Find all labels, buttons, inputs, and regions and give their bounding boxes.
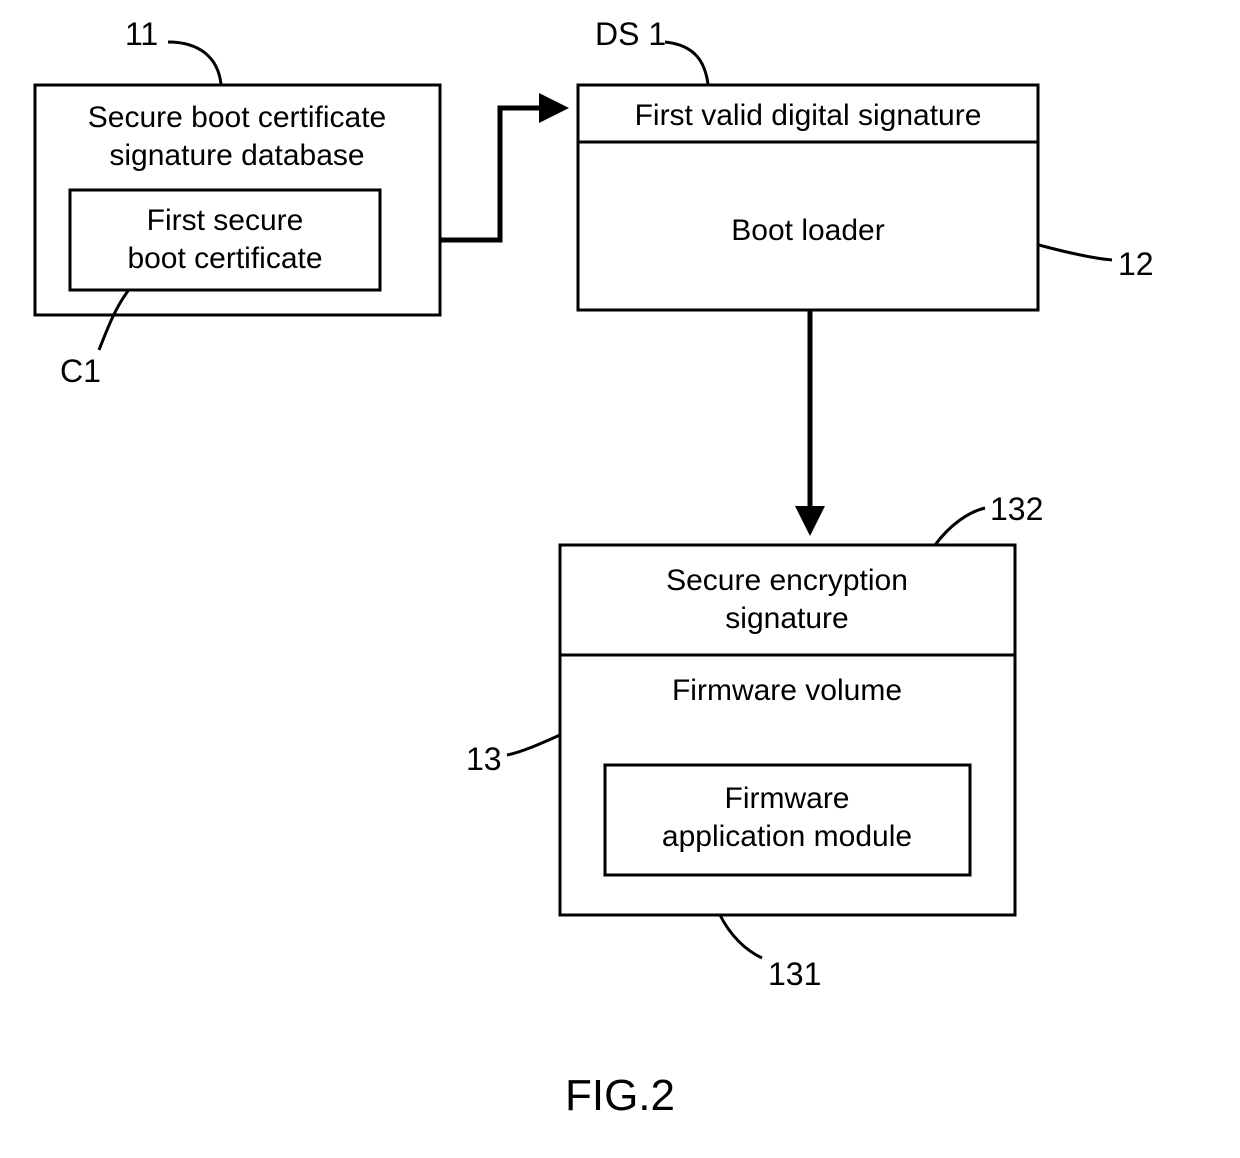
- block-13: Secure encryption signature Firmware vol…: [560, 545, 1015, 915]
- block-13-inner-line2: application module: [662, 820, 912, 853]
- block-11-title-line1: Secure boot certificate: [88, 101, 387, 134]
- block-13-body: Firmware volume: [672, 674, 902, 707]
- block-11-inner-line1: First secure: [147, 204, 304, 237]
- block-11-inner-line2: boot certificate: [127, 242, 322, 275]
- ref-11: 11: [125, 16, 158, 52]
- ref-ds1: DS 1: [595, 16, 666, 52]
- leader-ds1: [665, 42, 708, 84]
- block-11: Secure boot certificate signature databa…: [35, 85, 440, 315]
- block-13-header-line1: Secure encryption: [666, 564, 908, 597]
- arrow-11-to-12: [440, 108, 560, 240]
- ref-13: 13: [466, 741, 502, 777]
- block-13-inner-line1: Firmware: [725, 782, 850, 815]
- block-11-title-line2: signature database: [109, 139, 364, 172]
- ref-132: 132: [990, 491, 1043, 527]
- block-12: First valid digital signature Boot loade…: [578, 85, 1038, 310]
- leader-13: [507, 735, 560, 755]
- leader-11: [168, 42, 221, 84]
- block-13-header-line2: signature: [725, 602, 848, 635]
- ref-12: 12: [1118, 246, 1154, 282]
- leader-131: [720, 915, 762, 958]
- figure-caption: FIG.2: [565, 1071, 675, 1120]
- block-12-body: Boot loader: [731, 214, 884, 247]
- ref-131: 131: [768, 956, 821, 992]
- leader-132: [935, 508, 985, 545]
- leader-12: [1039, 245, 1112, 260]
- block-12-header: First valid digital signature: [635, 99, 982, 132]
- ref-c1: C1: [60, 353, 101, 389]
